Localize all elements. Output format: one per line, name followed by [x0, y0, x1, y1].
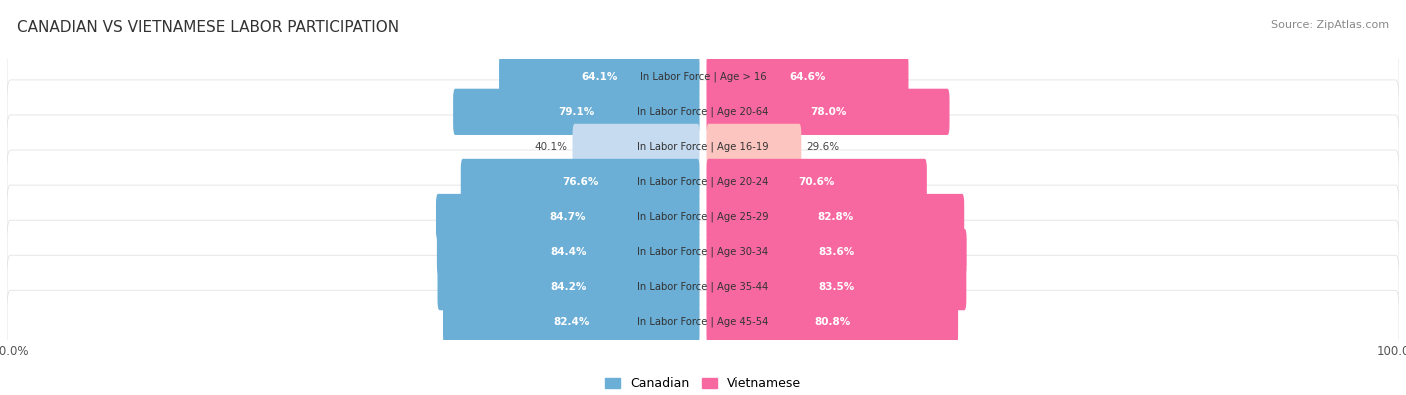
Text: 64.1%: 64.1% — [581, 72, 617, 82]
FancyBboxPatch shape — [443, 299, 700, 345]
FancyBboxPatch shape — [7, 115, 1399, 179]
FancyBboxPatch shape — [706, 229, 967, 275]
FancyBboxPatch shape — [7, 80, 1399, 144]
FancyBboxPatch shape — [436, 194, 700, 240]
FancyBboxPatch shape — [572, 124, 700, 170]
Text: 40.1%: 40.1% — [534, 142, 568, 152]
Text: In Labor Force | Age 35-44: In Labor Force | Age 35-44 — [637, 282, 769, 292]
Text: 76.6%: 76.6% — [562, 177, 599, 187]
Text: In Labor Force | Age 20-64: In Labor Force | Age 20-64 — [637, 107, 769, 117]
Text: Source: ZipAtlas.com: Source: ZipAtlas.com — [1271, 20, 1389, 30]
FancyBboxPatch shape — [499, 54, 700, 100]
Text: 79.1%: 79.1% — [558, 107, 595, 117]
Legend: Canadian, Vietnamese: Canadian, Vietnamese — [600, 372, 806, 395]
FancyBboxPatch shape — [7, 255, 1399, 319]
Text: CANADIAN VS VIETNAMESE LABOR PARTICIPATION: CANADIAN VS VIETNAMESE LABOR PARTICIPATI… — [17, 20, 399, 35]
FancyBboxPatch shape — [706, 124, 801, 170]
Text: In Labor Force | Age 45-54: In Labor Force | Age 45-54 — [637, 317, 769, 327]
FancyBboxPatch shape — [437, 264, 700, 310]
FancyBboxPatch shape — [7, 185, 1399, 249]
Text: In Labor Force | Age 30-34: In Labor Force | Age 30-34 — [637, 247, 769, 257]
Text: 70.6%: 70.6% — [799, 177, 835, 187]
Text: 83.6%: 83.6% — [818, 247, 855, 257]
Text: 29.6%: 29.6% — [806, 142, 839, 152]
Text: 82.8%: 82.8% — [817, 212, 853, 222]
FancyBboxPatch shape — [706, 159, 927, 205]
Text: 80.8%: 80.8% — [814, 317, 851, 327]
Text: 64.6%: 64.6% — [789, 72, 825, 82]
FancyBboxPatch shape — [706, 89, 949, 135]
FancyBboxPatch shape — [7, 290, 1399, 354]
Text: 83.5%: 83.5% — [818, 282, 855, 292]
FancyBboxPatch shape — [7, 45, 1399, 109]
Text: 84.4%: 84.4% — [550, 247, 586, 257]
FancyBboxPatch shape — [461, 159, 700, 205]
FancyBboxPatch shape — [453, 89, 700, 135]
FancyBboxPatch shape — [7, 220, 1399, 284]
Text: 82.4%: 82.4% — [553, 317, 589, 327]
Text: 84.2%: 84.2% — [550, 282, 586, 292]
Text: In Labor Force | Age 16-19: In Labor Force | Age 16-19 — [637, 142, 769, 152]
Text: 84.7%: 84.7% — [550, 212, 586, 222]
FancyBboxPatch shape — [7, 150, 1399, 214]
FancyBboxPatch shape — [706, 264, 966, 310]
FancyBboxPatch shape — [437, 229, 700, 275]
FancyBboxPatch shape — [706, 194, 965, 240]
FancyBboxPatch shape — [706, 54, 908, 100]
Text: In Labor Force | Age > 16: In Labor Force | Age > 16 — [640, 71, 766, 82]
FancyBboxPatch shape — [706, 299, 957, 345]
Text: In Labor Force | Age 25-29: In Labor Force | Age 25-29 — [637, 212, 769, 222]
Text: In Labor Force | Age 20-24: In Labor Force | Age 20-24 — [637, 177, 769, 187]
Text: 78.0%: 78.0% — [810, 107, 846, 117]
